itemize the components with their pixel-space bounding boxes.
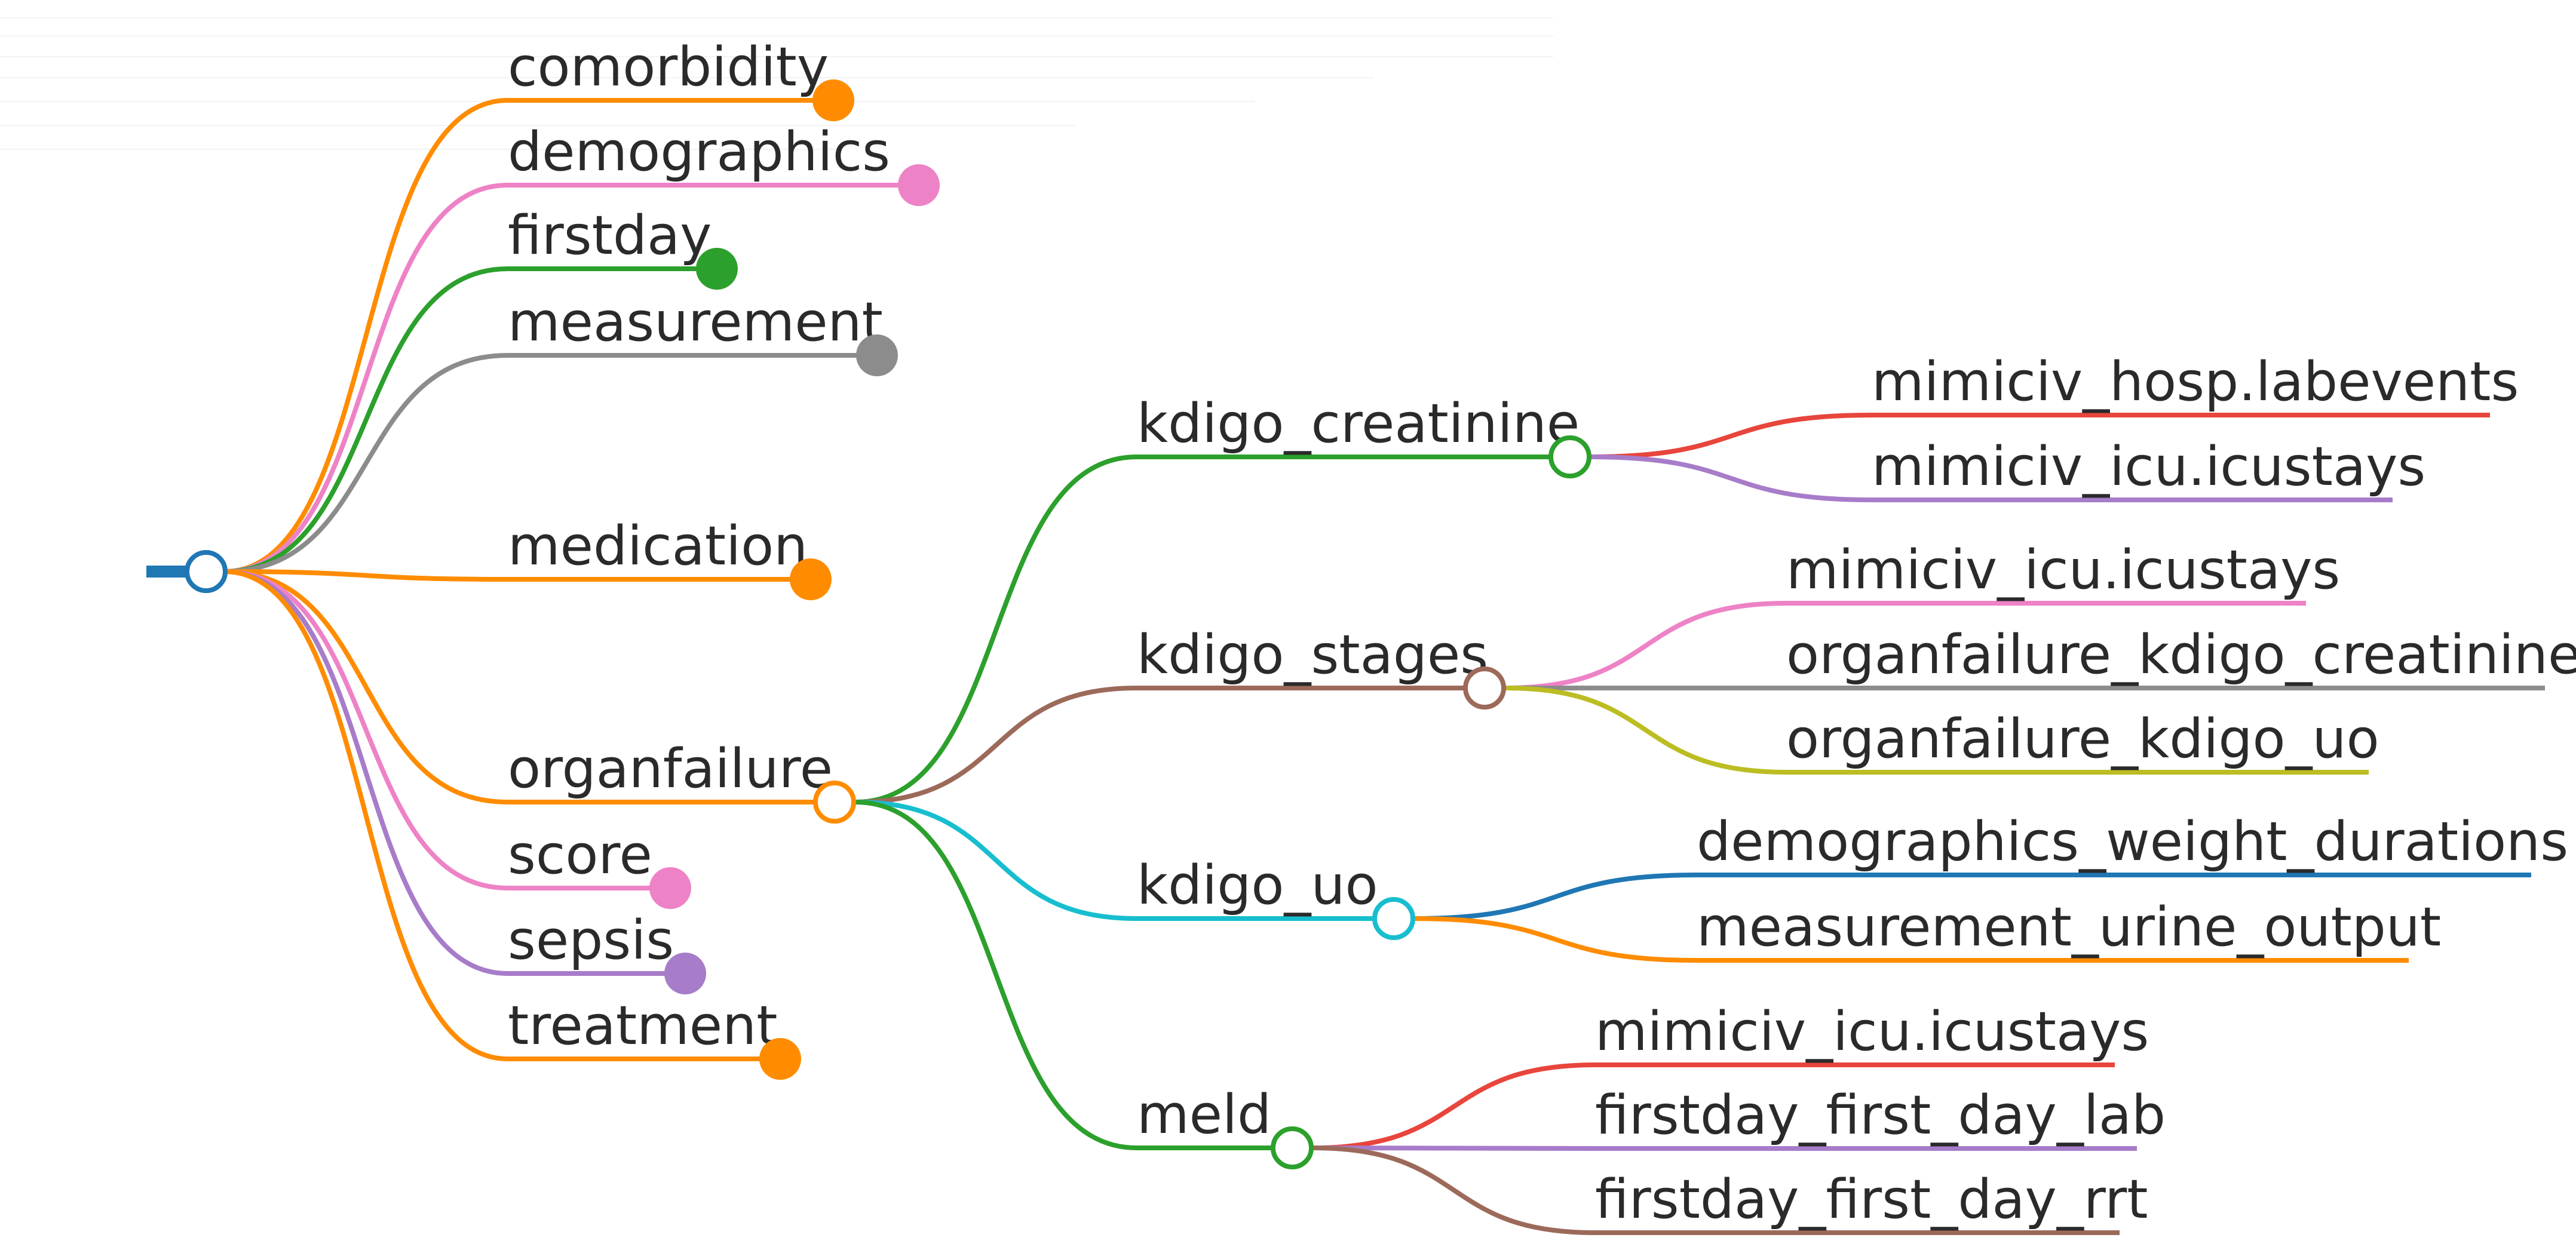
branch-meld-firstday-first-day-rrt	[1312, 1145, 1596, 1235]
toggle-node-kdigo-creatinine[interactable]	[1548, 435, 1591, 478]
branch-medication	[223, 569, 508, 582]
toggle-node-kdigo-uo[interactable]	[1372, 897, 1415, 940]
leaf-label-meld-firstday-first-day-rrt: firstday_first_day_rrt	[1595, 1168, 2148, 1231]
collapsed-node-score[interactable]	[649, 867, 691, 909]
toggle-node-kdigo-stages[interactable]	[1463, 667, 1506, 710]
branch-kdigo-creatinine-mimiciv-icu-icustays	[1590, 454, 1872, 502]
branch-firstday	[223, 266, 508, 574]
leaf-label-meld-mimiciv-icu-icustays: mimiciv_icu.icustays	[1595, 1000, 2149, 1063]
branch-kdigo-stages-organfailure-kdigo-uo	[1505, 686, 1787, 775]
branch-treatment	[223, 569, 508, 1061]
collapsed-node-firstday[interactable]	[696, 248, 738, 290]
node-label-comorbidity: comorbidity	[508, 36, 829, 99]
branch-organfailure	[223, 569, 508, 804]
node-label-measurement: measurement	[508, 291, 883, 354]
node-label-medication: medication	[508, 515, 808, 578]
collapsed-node-sepsis[interactable]	[664, 953, 706, 994]
branch-kdigo-creatinine-mimiciv-hosp-labevents	[1590, 413, 1872, 459]
branch-kdigo-stages	[855, 686, 1137, 804]
branch-score	[223, 569, 508, 890]
leaf-label-meld-firstday-first-day-lab: firstday_first_day_lab	[1595, 1084, 2166, 1147]
collapsed-node-medication[interactable]	[790, 558, 832, 600]
branch-meld	[855, 800, 1137, 1150]
node-label-organfailure: organfailure	[508, 738, 833, 800]
root-node[interactable]	[185, 550, 228, 593]
toggle-node-organfailure[interactable]	[813, 781, 856, 824]
node-label-kdigo-uo: kdigo_uo	[1137, 854, 1378, 917]
node-label-kdigo-stages: kdigo_stages	[1137, 624, 1488, 686]
leaf-label-kdigo-stages-organfailure-kdigo-creatinine: organfailure_kdigo_creatinine	[1786, 624, 2576, 686]
node-label-firstday: firstday	[508, 204, 712, 267]
node-label-score: score	[508, 824, 652, 886]
collapsed-node-treatment[interactable]	[759, 1038, 801, 1080]
branch-lines	[146, 98, 2545, 1235]
node-label-kdigo-creatinine: kdigo_creatinine	[1137, 392, 1580, 455]
branch-sepsis	[223, 569, 508, 976]
collapsed-node-comorbidity[interactable]	[812, 79, 854, 121]
branch-meld-mimiciv-icu-icustays	[1312, 1062, 1596, 1150]
branch-measurement	[223, 353, 508, 574]
leaf-label-kdigo-uo-demographics-weight-durations: demographics_weight_durations	[1697, 810, 2568, 873]
branch-kdigo-uo-measurement-urine-output	[1414, 916, 1697, 963]
leaf-label-kdigo-uo-measurement-urine-output: measurement_urine_output	[1697, 896, 2441, 959]
collapsed-node-measurement[interactable]	[856, 334, 898, 376]
toggle-node-meld[interactable]	[1271, 1126, 1314, 1169]
branch-demographics	[223, 183, 508, 574]
node-label-treatment: treatment	[508, 994, 778, 1057]
leaf-label-kdigo-creatinine-mimiciv-icu-icustays: mimiciv_icu.icustays	[1872, 435, 2425, 498]
branch-kdigo-uo	[855, 800, 1137, 921]
node-label-demographics: demographics	[508, 121, 890, 183]
nodes-layer: comorbidity demographics firstday measureme…	[185, 36, 2576, 1231]
branch-kdigo-creatinine	[855, 454, 1137, 804]
collapsed-node-demographics[interactable]	[898, 164, 940, 206]
branch-kdigo-uo-demographics-weight-durations	[1414, 873, 1697, 921]
node-label-meld: meld	[1137, 1083, 1271, 1146]
branch-comorbidity	[223, 98, 508, 574]
leaf-label-kdigo-stages-organfailure-kdigo-uo: organfailure_kdigo_uo	[1786, 708, 2379, 770]
leaf-label-kdigo-stages-mimiciv-icu-icustays: mimiciv_icu.icustays	[1786, 539, 2340, 601]
node-label-sepsis: sepsis	[508, 909, 674, 972]
leaf-label-kdigo-creatinine-mimiciv-hosp-labevents: mimiciv_hosp.labevents	[1872, 351, 2519, 413]
branch-kdigo-stages-mimiciv-icu-icustays	[1505, 601, 1787, 690]
